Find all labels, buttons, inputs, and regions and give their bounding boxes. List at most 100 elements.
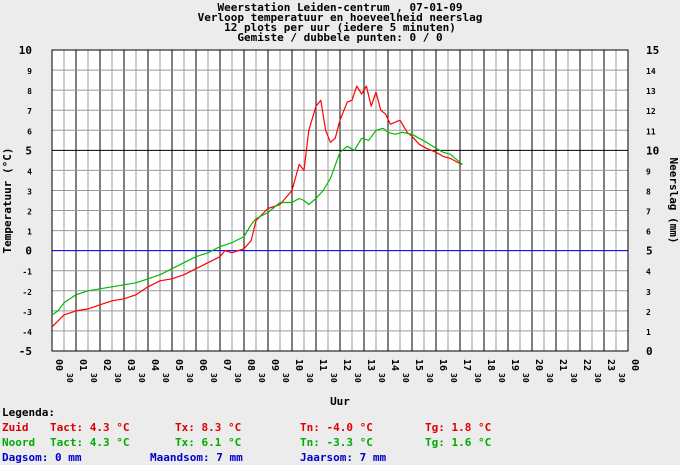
- chart-title: Weerstation Leiden-centrum , 07-01-09Ver…: [198, 1, 483, 44]
- x-tick-label-hour: 00: [629, 359, 640, 371]
- noord-tn: Tn: -3.3 °C: [300, 436, 373, 449]
- y-tick-label-right: 11: [646, 127, 656, 136]
- x-tick-label-half: 30: [329, 373, 338, 383]
- rain-year-total: Jaarsom: 7 mm: [300, 451, 387, 464]
- y-tick-label-left: 10: [19, 44, 32, 57]
- x-tick-label-half: 30: [281, 373, 290, 383]
- x-tick-label-hour: 07: [221, 359, 232, 371]
- title-line: 12 plots per uur (iedere 5 minuten): [224, 21, 456, 34]
- y-tick-label-left: -3: [22, 308, 32, 317]
- plot-frame: [51, 49, 629, 352]
- x-tick-label-hour: 23: [605, 359, 616, 371]
- x-tick-label-half: 30: [137, 373, 146, 383]
- y-tick-label-right: 15: [646, 44, 659, 57]
- x-tick-label-hour: 05: [173, 359, 184, 371]
- series-line-zuid: [51, 85, 463, 328]
- x-tick-label-hour: 09: [269, 359, 280, 371]
- zuid-tx: Tx: 8.3 °C: [175, 421, 242, 434]
- x-tick-label-half: 30: [617, 373, 626, 383]
- x-tick-label-half: 30: [449, 373, 458, 383]
- x-tick-label-half: 30: [233, 373, 242, 383]
- y-tick-label-right: 8: [646, 187, 651, 196]
- x-tick-label-hour: 20: [533, 359, 544, 371]
- title-line: Gemiste / dubbele punten: 0 / 0: [237, 31, 442, 44]
- y-tick-label-right: 1: [646, 328, 651, 337]
- x-tick-label-hour: 15: [413, 359, 424, 371]
- y-tick-label-right: 2: [646, 308, 651, 317]
- y-tick-label-left: 2: [27, 208, 32, 217]
- axis-ticks: 109876543210-1-2-3-4-5151413121110987654…: [19, 44, 660, 383]
- x-tick-label-half: 30: [257, 373, 266, 383]
- y-tick-label-right: 7: [646, 208, 651, 217]
- x-tick-label-hour: 03: [125, 359, 136, 371]
- x-axis-label: Uur: [330, 395, 350, 408]
- x-tick-label-half: 30: [185, 373, 194, 383]
- x-tick-label-hour: 13: [365, 359, 376, 371]
- legend-label-zuid: Zuid: [2, 421, 29, 434]
- y-tick-label-right: 5: [646, 245, 653, 258]
- x-tick-label-half: 30: [521, 373, 530, 383]
- x-tick-label-hour: 12: [341, 359, 352, 371]
- x-tick-label-half: 30: [353, 373, 362, 383]
- x-tick-label-hour: 10: [293, 359, 304, 371]
- x-tick-label-hour: 19: [509, 359, 520, 371]
- y-tick-label-left: -2: [22, 288, 32, 297]
- x-tick-label-hour: 00: [53, 359, 64, 371]
- series-line-noord: [51, 127, 463, 316]
- x-tick-label-half: 30: [113, 373, 122, 383]
- y-tick-label-left: 1: [27, 228, 32, 237]
- x-tick-label-hour: 06: [197, 359, 208, 371]
- axis-labels: Uur Temperatuur (°C) Neerslag (mm): [1, 148, 680, 408]
- y-axis-label-left: Temperatuur (°C): [1, 148, 14, 254]
- noord-tx: Tx: 6.1 °C: [175, 436, 242, 449]
- y-tick-label-left: 7: [27, 107, 32, 116]
- x-tick-label-hour: 02: [101, 359, 112, 371]
- x-tick-label-half: 30: [209, 373, 218, 383]
- x-tick-label-hour: 08: [245, 359, 256, 371]
- rain-day-total: Dagsom: 0 mm: [2, 451, 82, 464]
- x-tick-label-hour: 18: [485, 359, 496, 371]
- y-tick-label-left: 9: [27, 67, 32, 76]
- zuid-tg: Tg: 1.8 °C: [425, 421, 492, 434]
- y-tick-label-left: -5: [19, 345, 32, 358]
- rain-month-total: Maandsom: 7 mm: [150, 451, 243, 464]
- chart-series: [51, 85, 463, 328]
- x-tick-label-half: 30: [161, 373, 170, 383]
- x-tick-label-half: 30: [473, 373, 482, 383]
- legend-title: Legenda:: [2, 406, 55, 419]
- noord-tact: Tact: 4.3 °C: [50, 436, 130, 449]
- x-tick-label-hour: 21: [557, 359, 568, 371]
- x-tick-label-half: 30: [377, 373, 386, 383]
- x-tick-label-hour: 01: [77, 359, 88, 371]
- y-tick-label-right: 9: [646, 167, 651, 176]
- y-tick-label-left: 3: [27, 187, 32, 196]
- y-tick-label-right: 6: [646, 228, 651, 237]
- x-tick-label-hour: 22: [581, 359, 592, 371]
- x-tick-label-half: 30: [305, 373, 314, 383]
- y-tick-label-right: 4: [646, 268, 651, 277]
- y-tick-label-right: 3: [646, 288, 651, 297]
- x-tick-label-half: 30: [89, 373, 98, 383]
- x-tick-label-hour: 17: [461, 359, 472, 371]
- y-tick-label-right: 14: [646, 67, 656, 76]
- x-tick-label-hour: 16: [437, 359, 448, 371]
- y-tick-label-left: 8: [27, 87, 32, 96]
- y-tick-label-left: 6: [27, 127, 32, 136]
- y-axis-label-right: Neerslag (mm): [667, 157, 680, 243]
- y-tick-label-right: 0: [646, 345, 653, 358]
- y-tick-label-left: 0: [25, 245, 32, 258]
- x-tick-label-half: 30: [545, 373, 554, 383]
- y-tick-label-right: 13: [646, 87, 656, 96]
- x-tick-label-hour: 11: [317, 359, 328, 371]
- x-tick-label-half: 30: [569, 373, 578, 383]
- y-tick-label-left: 5: [25, 144, 32, 157]
- title-line: Weerstation Leiden-centrum , 07-01-09: [217, 1, 462, 14]
- noord-tg: Tg: 1.6 °C: [425, 436, 492, 449]
- legend-label-noord: Noord: [2, 436, 36, 449]
- y-tick-label-left: -4: [22, 328, 32, 337]
- y-tick-label-left: 4: [27, 167, 32, 176]
- x-tick-label-half: 30: [65, 373, 74, 383]
- x-tick-label-hour: 14: [389, 359, 400, 371]
- x-tick-label-hour: 04: [149, 359, 160, 371]
